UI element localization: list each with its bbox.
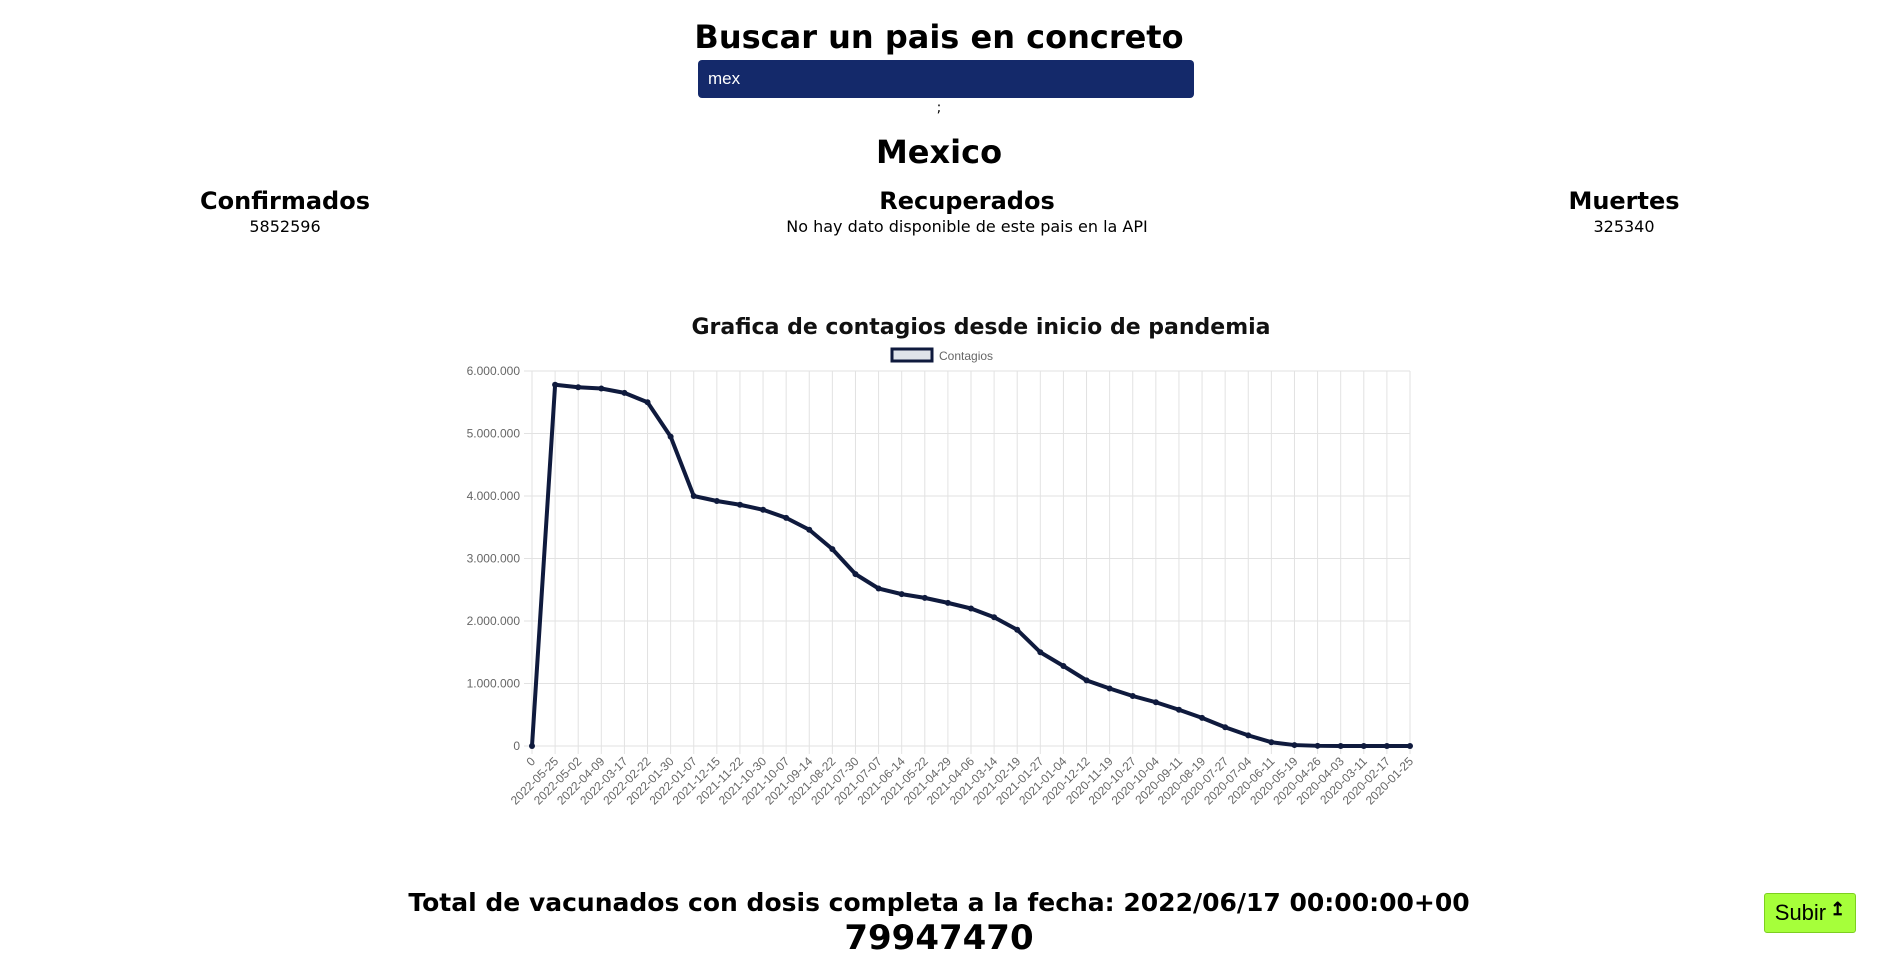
data-point — [968, 605, 974, 612]
data-point — [1245, 732, 1252, 739]
data-point — [1106, 685, 1113, 692]
country-name: Mexico — [875, 133, 1003, 171]
separator-text: ; — [936, 100, 942, 116]
y-tick-label: 1.000.000 — [467, 677, 521, 691]
data-point — [621, 389, 628, 396]
confirmed-value: 5852596 — [249, 217, 321, 236]
vaccination-value: 79947470 — [844, 918, 1034, 958]
legend-swatch — [890, 347, 934, 363]
y-tick-label: 0 — [513, 739, 520, 753]
y-tick-label: 5.000.000 — [467, 427, 521, 441]
data-point — [760, 506, 767, 513]
data-point — [1199, 714, 1206, 721]
y-tick-label: 3.000.000 — [467, 552, 521, 566]
confirmed-stat: Confirmados 5852596 — [185, 186, 385, 238]
data-point — [1060, 663, 1067, 669]
scroll-top-label: Subir — [1774, 900, 1827, 925]
country-search-input[interactable] — [698, 60, 1194, 98]
data-point — [1314, 742, 1321, 749]
recovered-value: No hay dato disponible de este pais en l… — [786, 217, 1148, 236]
data-point — [1175, 706, 1182, 713]
data-point — [1407, 743, 1413, 749]
data-point — [1129, 693, 1136, 699]
data-point — [529, 743, 535, 749]
confirmed-label: Confirmados — [200, 187, 370, 215]
data-point — [1268, 739, 1275, 746]
data-point — [552, 381, 559, 388]
data-point — [644, 399, 651, 406]
search-title: Buscar un pais en concreto — [694, 18, 1184, 56]
data-point — [690, 493, 697, 499]
data-point — [852, 571, 859, 578]
data-point — [1152, 699, 1159, 706]
data-point — [1360, 743, 1367, 749]
vaccination-title: Total de vacunados con dosis completa a … — [408, 888, 1470, 917]
data-point — [575, 384, 582, 391]
data-point — [667, 433, 674, 440]
recovered-stat: Recuperados No hay dato disponible de es… — [667, 186, 1267, 238]
x-tick-label: 0 — [523, 754, 538, 769]
y-tick-label: 2.000.000 — [467, 614, 521, 628]
data-point — [598, 385, 605, 392]
scroll-top-button[interactable]: Subir ↥ — [1764, 893, 1856, 933]
y-tick-label: 6.000.000 — [467, 364, 521, 378]
data-point — [829, 546, 836, 553]
data-point — [921, 594, 928, 601]
data-point — [991, 614, 998, 621]
data-point — [1383, 743, 1390, 749]
data-point — [806, 526, 813, 533]
data-point — [1014, 626, 1021, 633]
data-point — [1083, 677, 1090, 684]
deaths-stat: Muertes 325340 — [1524, 186, 1724, 238]
data-point — [713, 498, 720, 504]
data-point — [944, 599, 951, 606]
deaths-value: 325340 — [1593, 217, 1655, 236]
legend-label: Contagios — [939, 349, 993, 363]
arrow-up-icon: ↥ — [1830, 898, 1846, 919]
data-point — [1037, 649, 1044, 656]
recovered-label: Recuperados — [879, 187, 1055, 215]
y-tick-label: 4.000.000 — [467, 489, 521, 503]
data-point — [875, 585, 882, 592]
data-point — [736, 501, 743, 508]
data-point — [1337, 742, 1344, 749]
data-point — [1222, 724, 1229, 731]
data-point — [783, 514, 790, 521]
deaths-label: Muertes — [1568, 187, 1680, 215]
data-point — [898, 591, 905, 598]
contagios-chart: Grafica de contagios desde inicio de pan… — [440, 306, 1440, 826]
data-point — [1291, 742, 1298, 749]
chart-title: Grafica de contagios desde inicio de pan… — [691, 315, 1270, 340]
contagios-chart-svg: Grafica de contagios desde inicio de pan… — [467, 315, 1417, 808]
